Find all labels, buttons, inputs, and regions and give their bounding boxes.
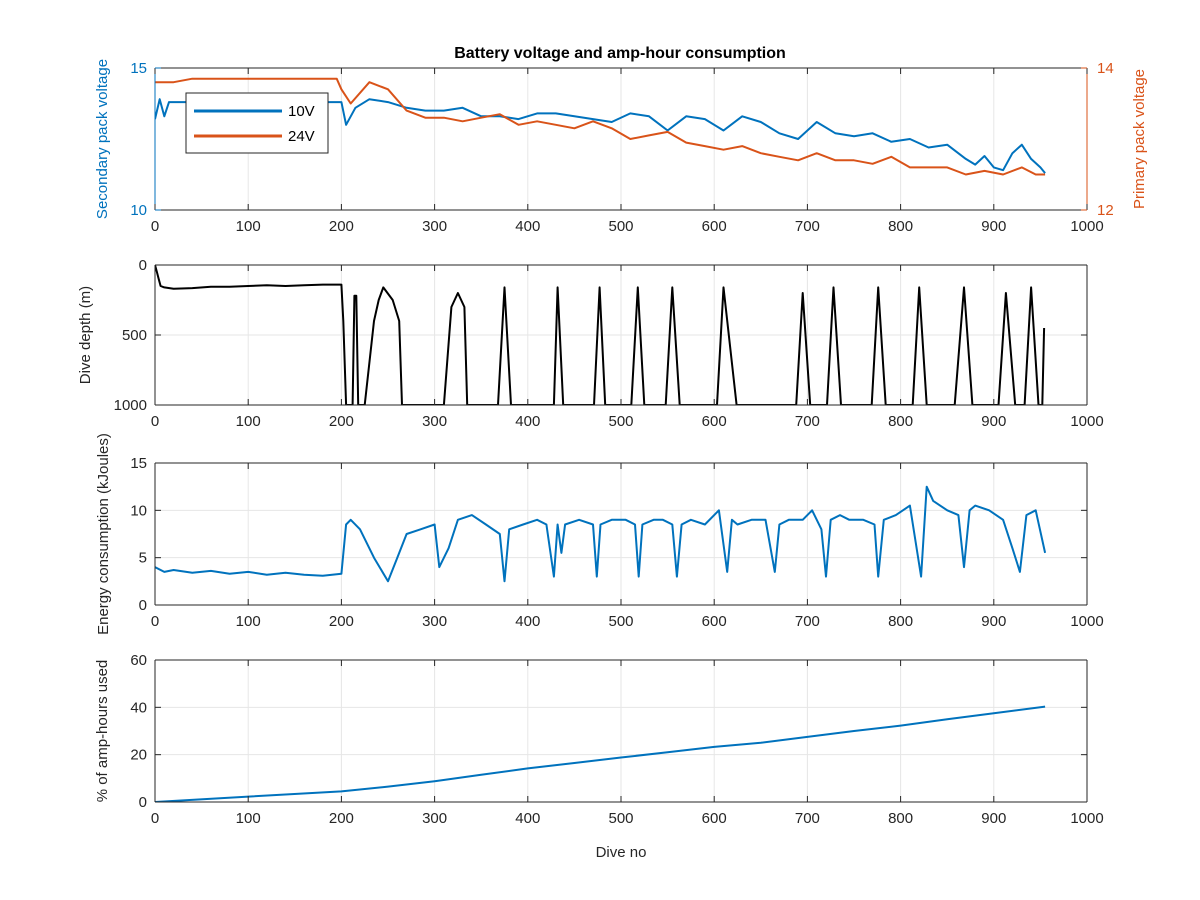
- x-tick-label: 1000: [1070, 218, 1103, 235]
- x-tick-label: 500: [608, 613, 633, 630]
- y-tick-label: 15: [130, 455, 147, 472]
- y-right-tick-label: 14: [1097, 60, 1114, 77]
- legend-label-10v: 10V: [288, 103, 315, 120]
- y-axis-label: Dive depth (m): [77, 286, 94, 384]
- x-tick-label: 500: [608, 218, 633, 235]
- y-tick-label: 10: [130, 202, 147, 219]
- y-axis-label-right: Primary pack voltage: [1131, 69, 1148, 209]
- x-tick-label: 200: [329, 613, 354, 630]
- x-tick-label: 100: [236, 613, 261, 630]
- x-tick-label: 300: [422, 613, 447, 630]
- x-tick-label: 400: [515, 810, 540, 827]
- panels: 0 100 200 300 400 500 600 700 800 900 100010151214…: [77, 59, 1148, 861]
- x-tick-label: 800: [888, 218, 913, 235]
- y-axis-label: Energy consumption (kJoules): [95, 433, 112, 635]
- y-tick-label: 10: [130, 502, 147, 519]
- x-tick-label: 100: [236, 810, 261, 827]
- x-tick-label: 400: [515, 413, 540, 430]
- x-tick-label: 900: [981, 218, 1006, 235]
- x-tick-label: 800: [888, 613, 913, 630]
- legend-box: [185, 92, 329, 154]
- y-tick-label: 500: [122, 327, 147, 344]
- y-tick-label: 1000: [114, 397, 147, 414]
- x-tick-label: 600: [702, 810, 727, 827]
- x-tick-label: 0: [151, 613, 159, 630]
- x-tick-label: 500: [608, 413, 633, 430]
- x-tick-label: 900: [981, 810, 1006, 827]
- x-tick-label: 300: [422, 218, 447, 235]
- y-right-tick-label: 12: [1097, 202, 1114, 219]
- x-tick-label: 600: [702, 413, 727, 430]
- series-line-1: [155, 705, 1046, 802]
- y-axis-label: Secondary pack voltage: [94, 59, 111, 219]
- x-tick-label: 1000: [1070, 613, 1103, 630]
- x-axis-label: Dive no: [596, 844, 647, 861]
- x-tick-label: 800: [888, 810, 913, 827]
- x-tick-label: 700: [795, 218, 820, 235]
- x-tick-label: 300: [422, 413, 447, 430]
- y-tick-label: 60: [130, 652, 147, 669]
- x-tick-label: 600: [702, 218, 727, 235]
- x-tick-label: 1000: [1070, 413, 1103, 430]
- y-tick-label: 15: [130, 60, 147, 77]
- x-tick-label: 700: [795, 810, 820, 827]
- chart-panel-1: 0 100 200 300 400 500 600 700 800 900 1000 10 15 12 14…: [94, 59, 1148, 235]
- y-tick-label: 40: [130, 699, 147, 716]
- x-tick-label: 800: [888, 413, 913, 430]
- series-line-24v: [155, 77, 1046, 176]
- x-tick-label: 0: [151, 810, 159, 827]
- x-tick-label: 200: [329, 810, 354, 827]
- x-tick-label: 900: [981, 613, 1006, 630]
- y-tick-label: 0: [139, 794, 147, 811]
- chart-panel-3: 0 100 200 300 400 500 600 700 800 900 1000 0 5 10 15 En…: [95, 433, 1104, 635]
- y-tick-label: 5: [139, 550, 147, 567]
- y-tick-label: 0: [139, 597, 147, 614]
- x-tick-label: 900: [981, 413, 1006, 430]
- figure-title: Battery voltage and amp-hour consumption: [454, 45, 786, 62]
- x-tick-label: 100: [236, 413, 261, 430]
- x-tick-label: 500: [608, 810, 633, 827]
- chart-panel-4: 0 100 200 300 400 500 600 700 800 900 1000 0 20 40 60%…: [94, 652, 1104, 861]
- series-line-1: [155, 485, 1047, 583]
- x-tick-label: 100: [236, 218, 261, 235]
- series-line-1: [155, 265, 1046, 405]
- x-tick-label: 700: [795, 413, 820, 430]
- x-tick-label: 400: [515, 613, 540, 630]
- x-tick-label: 0: [151, 413, 159, 430]
- x-tick-label: 1000: [1070, 810, 1103, 827]
- y-axis-label: % of amp-hours used: [94, 660, 111, 803]
- x-tick-label: 200: [329, 218, 354, 235]
- x-tick-label: 600: [702, 613, 727, 630]
- x-tick-label: 0: [151, 218, 159, 235]
- y-tick-label: 0: [139, 257, 147, 274]
- legend-label-24v: 24V: [288, 128, 315, 145]
- y-tick-label: 20: [130, 747, 147, 764]
- x-tick-label: 400: [515, 218, 540, 235]
- x-tick-label: 300: [422, 810, 447, 827]
- chart-panel-2: 0 100 200 300 400 500 600 700 800 900 100005001000…: [77, 257, 1104, 430]
- x-tick-label: 700: [795, 613, 820, 630]
- x-tick-label: 200: [329, 413, 354, 430]
